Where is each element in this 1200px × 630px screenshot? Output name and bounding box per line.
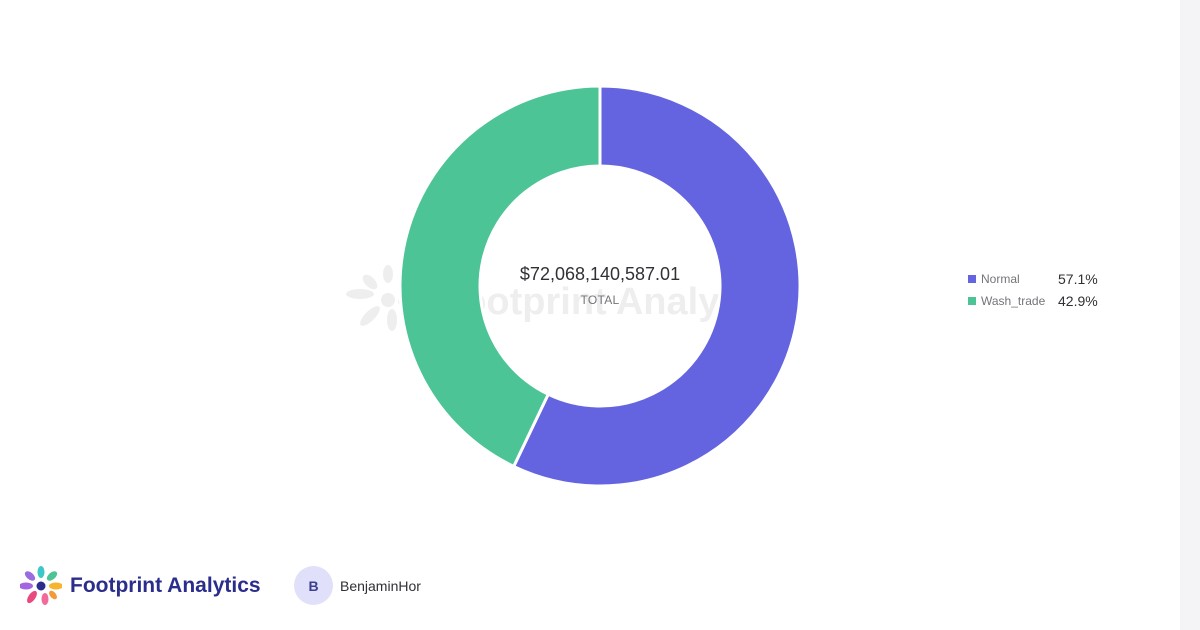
legend-item-wash-trade[interactable]: Wash_trade 42.9% <box>968 290 1108 312</box>
author-name: BenjaminHor <box>340 577 421 594</box>
avatar: B <box>294 566 333 605</box>
legend-percent-normal: 57.1% <box>1058 271 1098 287</box>
footer-brand[interactable]: Footprint Analytics <box>20 566 261 606</box>
center-total-value: $72,068,140,587.01 <box>519 264 681 284</box>
footprint-logo-icon <box>20 566 62 605</box>
legend-percent-wash-trade: 42.9% <box>1058 293 1098 309</box>
donut-slice-normal[interactable] <box>511 84 802 488</box>
donut-slices <box>398 84 802 488</box>
donut-slice-wash-trade[interactable] <box>398 84 602 469</box>
scrollbar-gutter[interactable] <box>1180 0 1200 630</box>
legend: Normal 57.1% Wash_trade 42.9% <box>968 268 1108 312</box>
center-total-label: TOTAL <box>580 293 620 307</box>
author[interactable]: B BenjaminHor <box>294 566 421 605</box>
legend-swatch-normal <box>968 275 976 283</box>
legend-swatch-wash-trade <box>968 297 976 305</box>
legend-label-wash-trade: Wash_trade <box>981 294 1046 308</box>
legend-label-normal: Normal <box>981 272 1020 286</box>
legend-item-normal[interactable]: Normal 57.1% <box>968 268 1108 290</box>
brand-name: Footprint Analytics <box>70 574 261 597</box>
